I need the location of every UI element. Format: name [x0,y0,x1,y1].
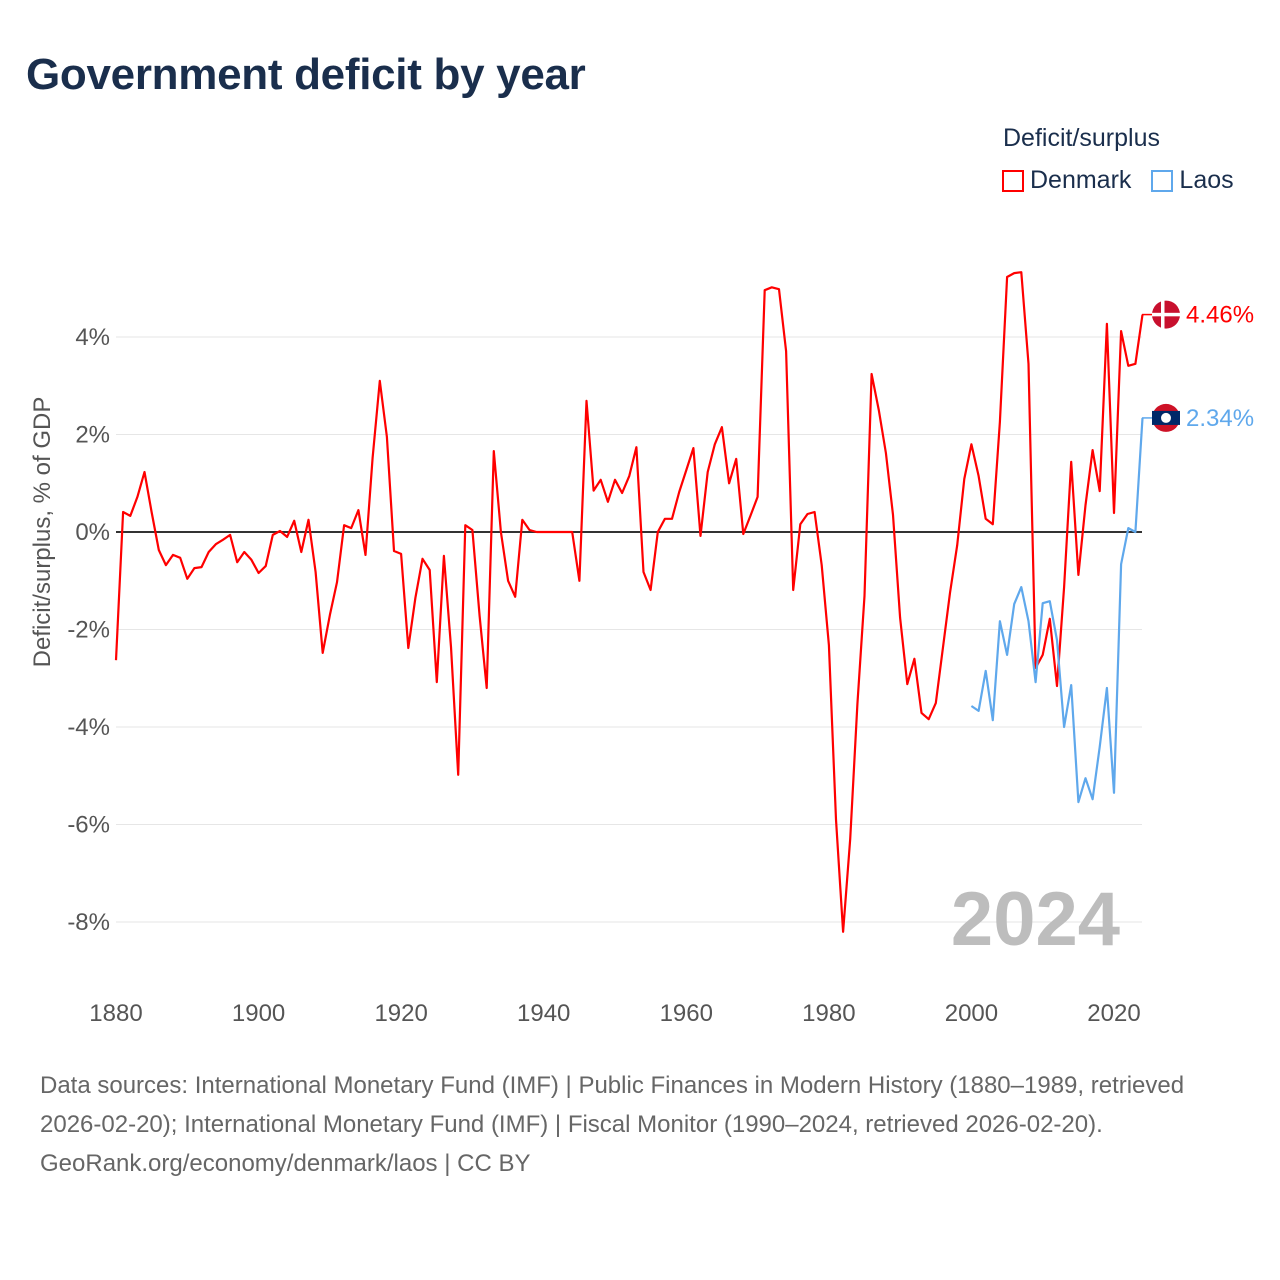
y-tick-label: 4% [75,324,110,351]
x-tick-label: 1960 [660,1000,713,1027]
legend-label-laos: Laos [1179,166,1234,194]
x-tick-label: 1900 [232,1000,285,1027]
y-tick-label: -2% [67,617,110,644]
y-axis-ticks: 4% 2% 0% -2% -4% -6% -8% [67,324,110,936]
legend: Denmark Laos [1002,166,1234,195]
x-tick-label: 1920 [374,1000,427,1027]
legend-label-denmark: Denmark [1030,166,1132,194]
data-sources: Data sources: International Monetary Fun… [40,1072,1185,1138]
series-line-denmark [114,271,1144,933]
y-tick-label: 0% [75,519,110,546]
series-line-laos [970,417,1144,804]
y-axis-label: Deficit/surplus, % of GDP [29,397,56,668]
x-tick-label: 1940 [517,1000,570,1027]
legend-item-denmark[interactable]: Denmark [1002,166,1131,195]
chart-title: Government deficit by year [26,50,586,99]
legend-swatch-denmark [1002,169,1024,192]
legend-swatch-laos [1151,169,1174,192]
x-tick-label: 1980 [802,1000,855,1027]
y-tick-label: -6% [67,812,110,839]
denmark-flag-icon [1152,300,1180,329]
x-axis-ticks: 1880 1900 1920 1940 1960 1980 2000 2020 [89,1000,1140,1027]
end-labels: 4.46% 2.34% [1142,300,1254,432]
legend-item-laos[interactable]: Laos [1151,166,1234,195]
attribution-link[interactable]: GeoRank.org/economy/denmark/laos | CC BY [40,1150,531,1177]
chart-plot: 4%2%0%-2%-4%-6%-8% 1880 1900 1920 1940 1960 1… [29,271,1254,1027]
x-tick-label: 2000 [945,1000,998,1027]
gridlines [116,336,1142,923]
y-tick-label: -4% [67,714,110,741]
end-label-denmark: 4.46% [1186,302,1254,329]
end-label-laos: 2.34% [1186,405,1254,432]
series-lines [114,271,1144,933]
legend-title: Deficit/surplus [1003,124,1160,152]
laos-flag-icon [1152,403,1180,432]
x-tick-label: 2020 [1087,1000,1140,1027]
year-watermark: 2024 [951,877,1120,962]
x-tick-label: 1880 [89,1000,142,1027]
y-tick-label: -8% [67,909,110,936]
footer: Data sources: International Monetary Fun… [40,1066,1240,1183]
y-tick-label: 2% [75,422,110,449]
